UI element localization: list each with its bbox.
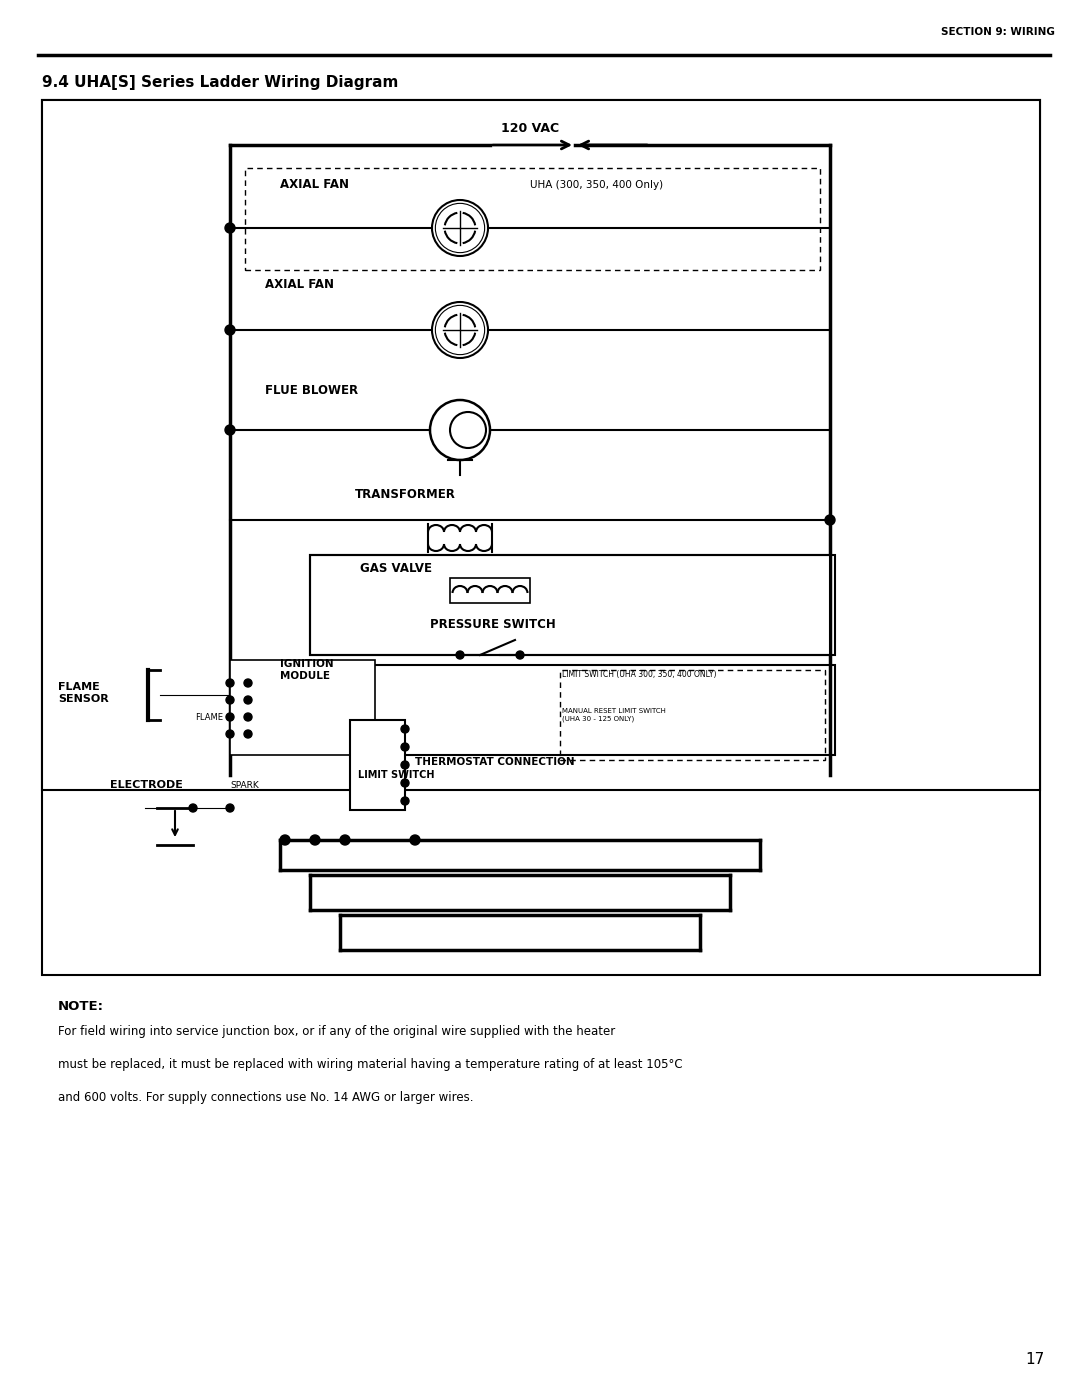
Circle shape (401, 798, 409, 805)
Text: THERMOSTAT CONNECTION: THERMOSTAT CONNECTION (415, 757, 575, 767)
Text: 9.4 UHA[S] Series Ladder Wiring Diagram: 9.4 UHA[S] Series Ladder Wiring Diagram (42, 74, 399, 89)
Text: UHA (300, 350, 400 Only): UHA (300, 350, 400 Only) (530, 180, 663, 190)
Text: 120 VAC: 120 VAC (501, 122, 559, 134)
Text: IGNITION
MODULE: IGNITION MODULE (280, 659, 334, 680)
Bar (450, 578, 530, 604)
Circle shape (280, 835, 291, 845)
Circle shape (401, 725, 409, 733)
Text: LIMIT SWITCH: LIMIT SWITCH (357, 770, 434, 780)
Bar (350, 665, 835, 754)
Circle shape (244, 731, 252, 738)
Bar (230, 659, 375, 754)
Circle shape (401, 761, 409, 768)
Text: LIMIT SWITCH (UHA 300, 350, 400 ONLY): LIMIT SWITCH (UHA 300, 350, 400 ONLY) (562, 671, 716, 679)
Circle shape (435, 204, 485, 253)
Text: SPARK: SPARK (230, 781, 259, 789)
Circle shape (244, 712, 252, 721)
Bar (42, 101, 1040, 975)
Text: AXIAL FAN: AXIAL FAN (265, 278, 334, 292)
Text: For field wiring into service junction box, or if any of the original wire suppl: For field wiring into service junction b… (58, 1025, 616, 1038)
Bar (310, 555, 831, 655)
Text: ELECTRODE: ELECTRODE (110, 780, 183, 789)
Circle shape (189, 805, 197, 812)
Text: FLUE BLOWER: FLUE BLOWER (265, 384, 359, 397)
Circle shape (226, 679, 234, 687)
Text: GAS VALVE: GAS VALVE (360, 562, 432, 574)
Text: TRANSFORMER: TRANSFORMER (355, 489, 456, 502)
Text: MANUAL RESET LIMIT SWITCH
(UHA 30 - 125 ONLY): MANUAL RESET LIMIT SWITCH (UHA 30 - 125 … (562, 708, 666, 722)
Bar (42, 101, 1040, 789)
Text: must be replaced, it must be replaced with wiring material having a temperature : must be replaced, it must be replaced wi… (58, 1058, 683, 1071)
Bar (561, 671, 825, 760)
Circle shape (432, 302, 488, 358)
Circle shape (225, 224, 235, 233)
Text: and 600 volts. For supply connections use No. 14 AWG or larger wires.: and 600 volts. For supply connections us… (58, 1091, 473, 1104)
Circle shape (244, 696, 252, 704)
Circle shape (450, 412, 486, 448)
Circle shape (340, 835, 350, 845)
Text: SECTION 9: WIRING: SECTION 9: WIRING (941, 27, 1055, 36)
Text: FLAME
SENSOR: FLAME SENSOR (58, 682, 109, 704)
Circle shape (435, 306, 485, 355)
Circle shape (244, 679, 252, 687)
Text: PRESSURE SWITCH: PRESSURE SWITCH (430, 619, 556, 631)
Circle shape (410, 835, 420, 845)
Circle shape (310, 835, 320, 845)
Text: 17: 17 (1026, 1352, 1045, 1368)
Bar (245, 168, 820, 270)
Circle shape (401, 780, 409, 787)
Circle shape (456, 651, 464, 659)
Circle shape (401, 743, 409, 752)
Text: AXIAL FAN: AXIAL FAN (280, 179, 349, 191)
Circle shape (432, 200, 488, 256)
Circle shape (226, 696, 234, 704)
Circle shape (516, 651, 524, 659)
Circle shape (225, 425, 235, 434)
Circle shape (226, 731, 234, 738)
Circle shape (226, 712, 234, 721)
Circle shape (430, 400, 490, 460)
Circle shape (825, 515, 835, 525)
Circle shape (226, 805, 234, 812)
Circle shape (225, 326, 235, 335)
Text: FLAME: FLAME (195, 714, 222, 722)
Bar (310, 555, 835, 655)
Bar (350, 719, 405, 810)
Text: NOTE:: NOTE: (58, 1000, 104, 1013)
